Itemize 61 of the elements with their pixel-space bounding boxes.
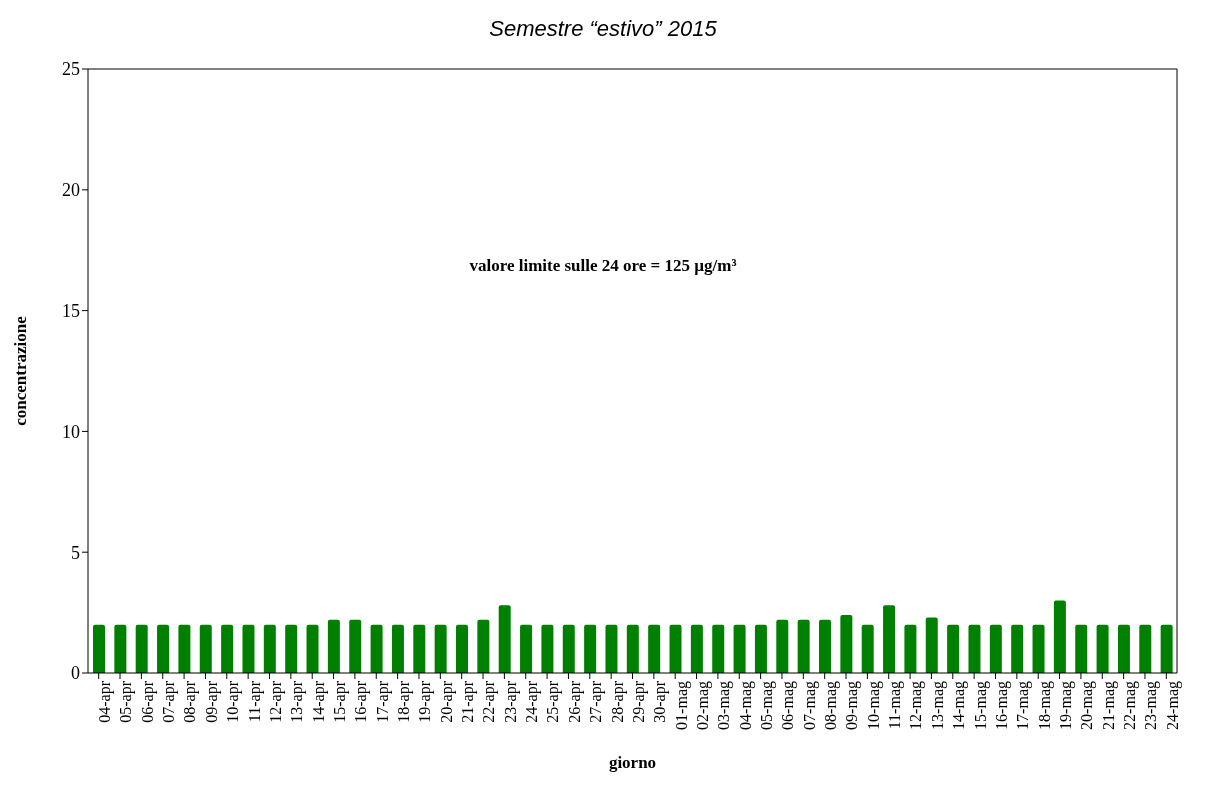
x-tick-label: 24-apr (523, 680, 542, 723)
x-tick-label: 12-apr (266, 680, 285, 723)
x-tick-label: 08-mag (822, 681, 841, 730)
x-tick-label: 13-mag (928, 681, 947, 730)
x-tick-label: 11-mag (886, 681, 905, 730)
x-tick-label: 12-mag (907, 681, 926, 730)
x-tick-label: 09-apr (202, 680, 221, 723)
x-tick-label: 17-mag (1014, 681, 1033, 730)
x-tick-label: 05-apr (117, 680, 136, 723)
x-tick-label: 04-mag (736, 681, 755, 730)
x-tick-label: 06-apr (138, 680, 157, 723)
x-tick-label: 18-mag (1035, 681, 1054, 730)
y-tick-label: 15 (62, 300, 80, 321)
x-tick-label: 27-apr (587, 680, 606, 723)
x-tick-label: 09-mag (843, 681, 862, 730)
x-tick-label: 23-mag (1142, 681, 1161, 730)
x-tick-label: 08-apr (181, 680, 200, 723)
x-tick-label: 10-apr (224, 680, 243, 723)
x-tick-label: 05-mag (757, 681, 776, 730)
y-tick-label: 0 (71, 663, 80, 684)
x-tick-label: 22-apr (480, 680, 499, 723)
x-tick-label: 26-apr (565, 680, 584, 723)
x-tick-label: 29-apr (629, 680, 648, 723)
x-tick-label: 28-apr (608, 680, 627, 723)
x-tick-label: 14-apr (309, 680, 328, 723)
x-tick-label: 16-mag (992, 681, 1011, 730)
y-tick-label: 5 (71, 542, 80, 563)
x-tick-label: 14-mag (950, 681, 969, 730)
x-tick-label: 21-mag (1099, 681, 1118, 730)
x-tick-label: 20-apr (437, 680, 456, 723)
x-tick-label: 06-mag (779, 681, 798, 730)
x-tick-label: 16-apr (352, 680, 371, 723)
x-tick-label: 21-apr (459, 680, 478, 723)
x-tick-label: 23-apr (501, 680, 520, 723)
x-tick-label: 20-mag (1078, 681, 1097, 730)
x-tick-label: 30-apr (651, 680, 670, 723)
x-tick-label: 11-apr (245, 680, 264, 723)
x-tick-label: 22-mag (1120, 681, 1139, 730)
x-tick-label: 10-mag (864, 681, 883, 730)
x-tick-label: 17-apr (373, 680, 392, 723)
y-tick-label: 25 (62, 59, 80, 80)
x-tick-label: 07-apr (160, 680, 179, 723)
x-tick-label: 19-mag (1056, 681, 1075, 730)
x-tick-label: 07-mag (800, 681, 819, 730)
y-axis-title: concentrazione (11, 315, 31, 426)
y-tick-label: 10 (62, 421, 80, 442)
x-tick-label: 02-mag (693, 681, 712, 730)
y-tick-label: 20 (62, 180, 80, 201)
x-tick-label: 24-mag (1163, 681, 1182, 730)
x-tick-label: 19-apr (416, 680, 435, 723)
x-tick-label: 18-apr (394, 680, 413, 723)
x-axis-title: giorno (608, 753, 657, 772)
x-tick-label: 03-mag (715, 681, 734, 730)
chart-title: Semestre “estivo” 2015 (488, 16, 718, 42)
x-tick-label: 13-apr (288, 680, 307, 723)
annotation: valore limite sulle 24 ore = 125 µg/m³ (468, 256, 738, 276)
x-tick-label: 01-mag (672, 681, 691, 730)
x-tick-label: 25-apr (544, 680, 563, 723)
x-tick-label: 15-apr (330, 680, 349, 723)
x-tick-label: 04-apr (96, 680, 115, 723)
x-tick-label: 15-mag (971, 681, 990, 730)
